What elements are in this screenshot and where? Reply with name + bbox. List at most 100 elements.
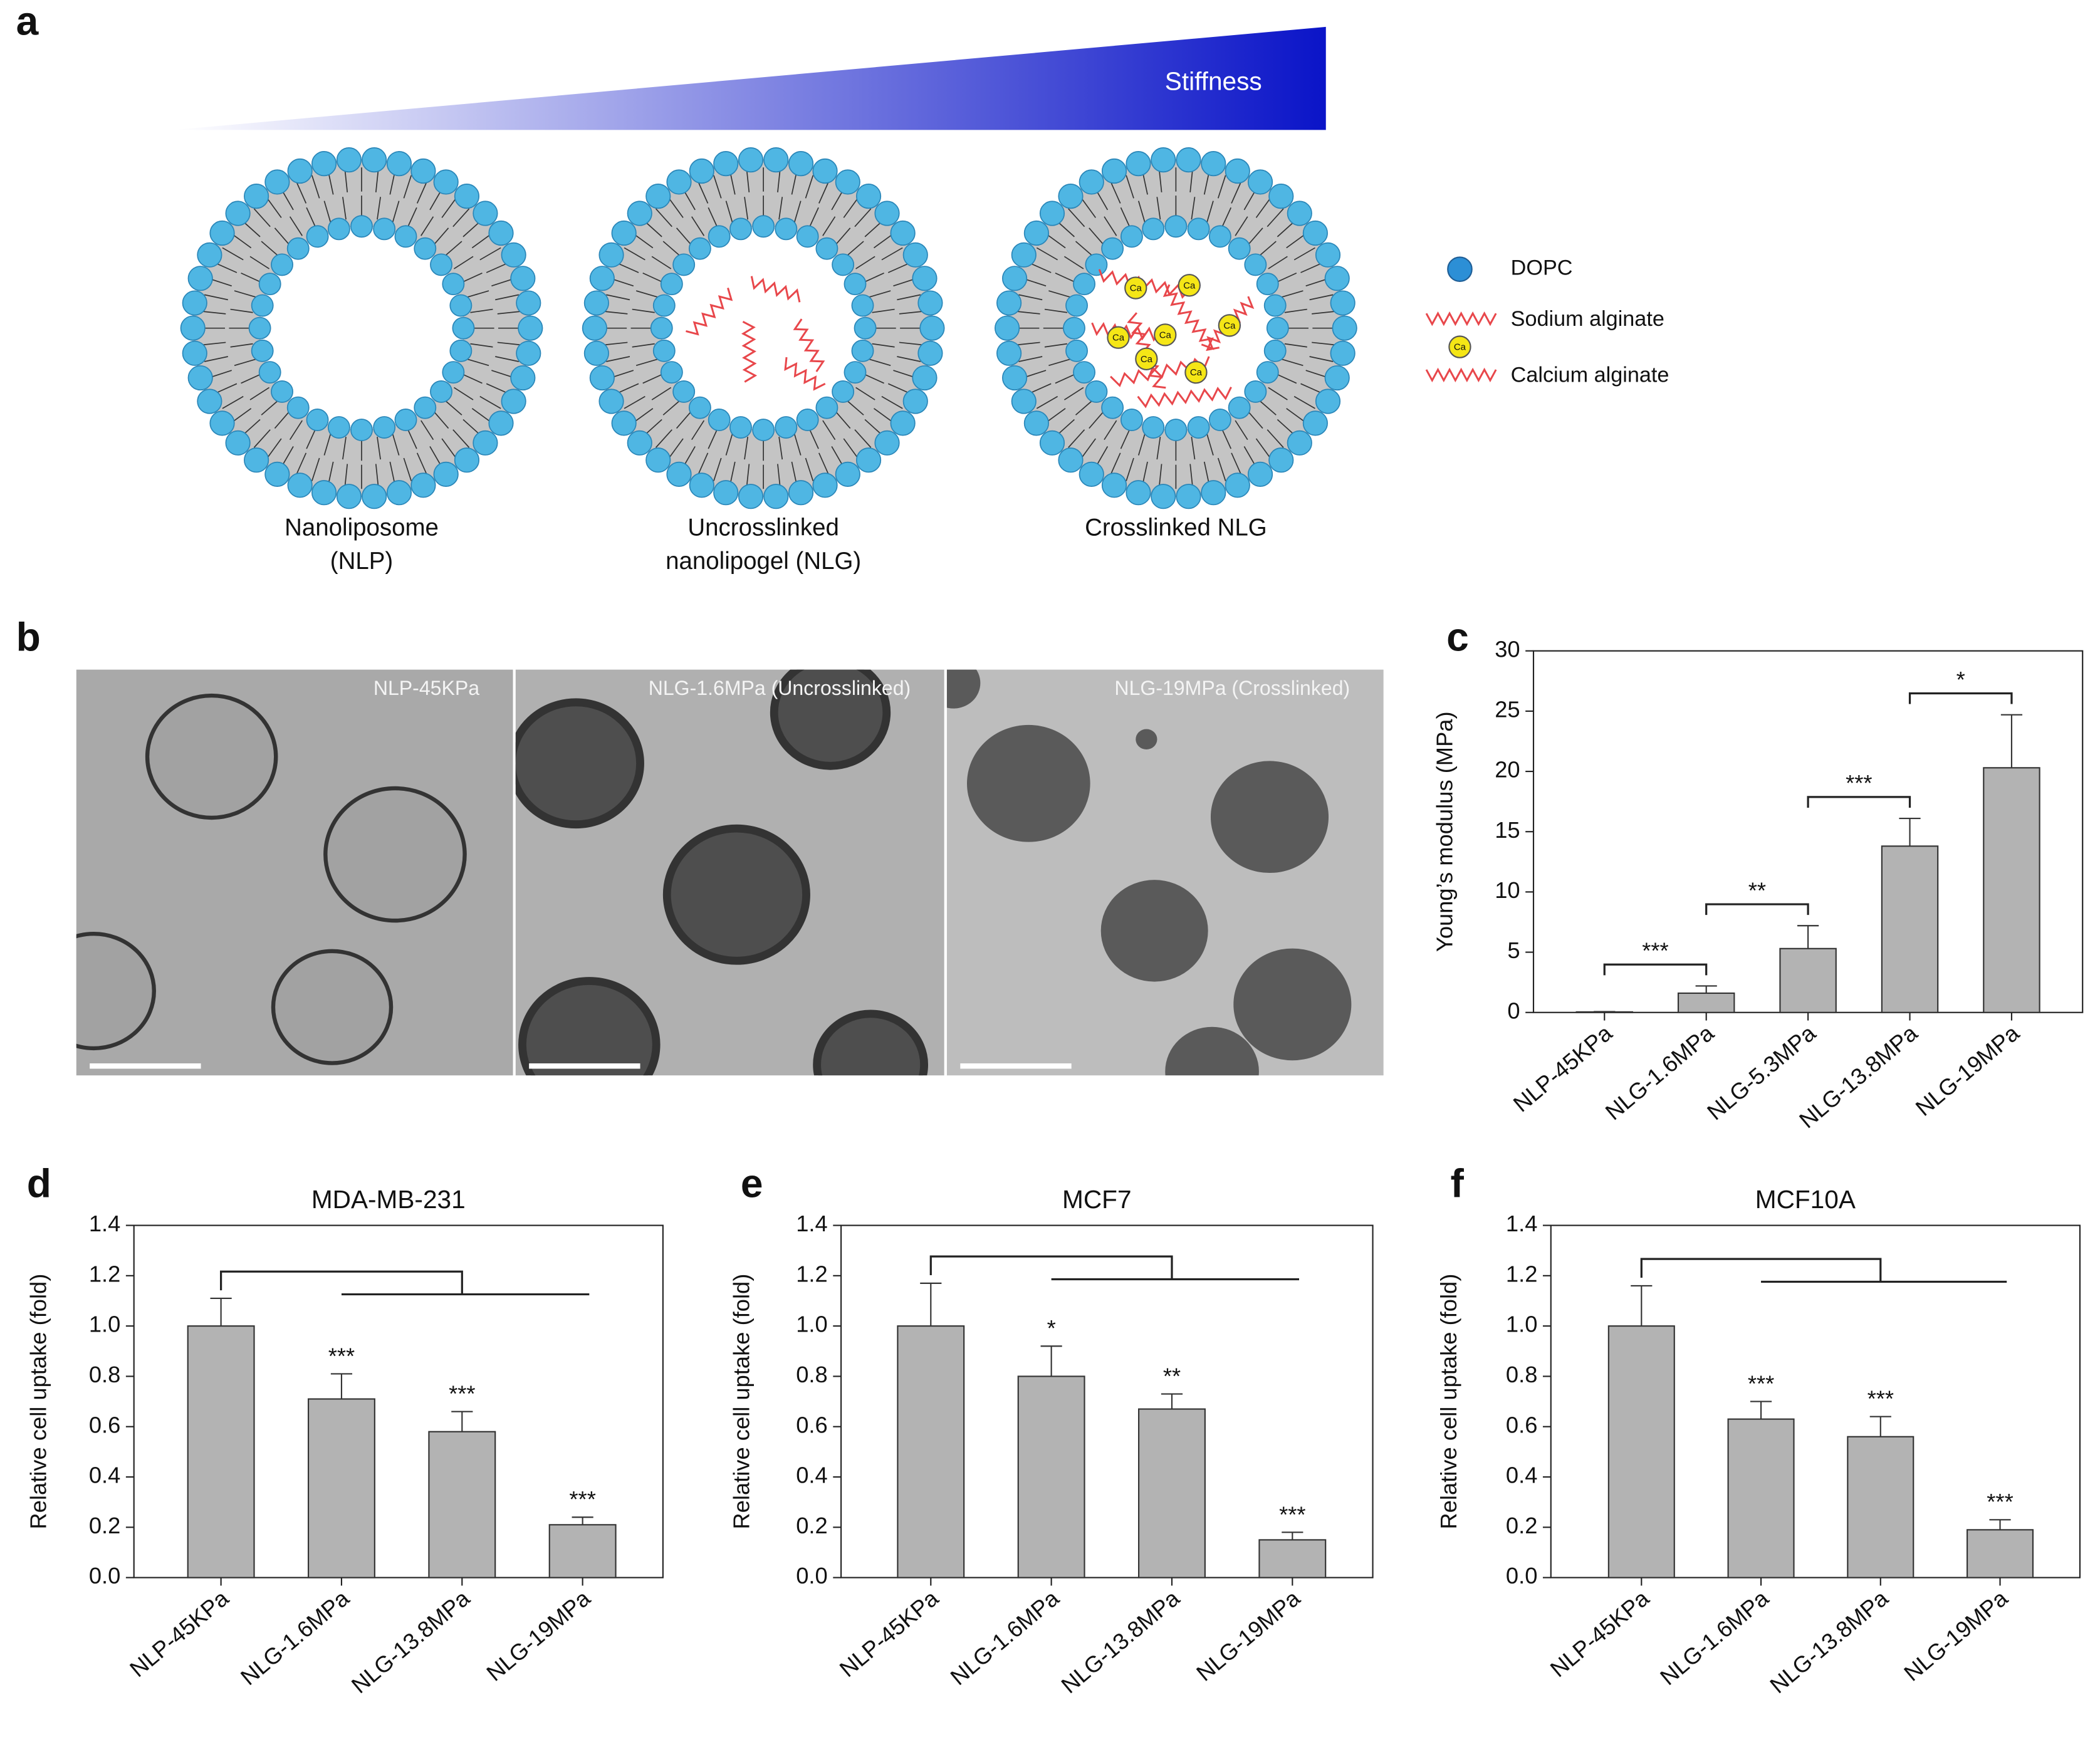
comparison-label: ** [1748,877,1766,903]
y-axis-label: Young’s modulus (MPa) [1432,711,1458,952]
x-tick-label: NLP-45KPa [835,1585,944,1682]
lipid-head [582,315,607,341]
alginate [793,318,825,372]
lipid-head [835,169,860,195]
alginate [750,276,801,303]
lipid-tail [697,181,709,204]
lipid-tail [466,290,489,298]
lipid-tail [461,273,483,283]
lipid-tail [633,408,654,424]
bar [428,1431,496,1578]
particle [1100,880,1208,982]
lipid-head [516,290,541,316]
calcium-ion [1154,323,1177,347]
lipid-tail [342,197,347,220]
lipid-tail [1075,399,1094,415]
lipid-head [1151,147,1176,173]
lipid-head [271,380,293,403]
lipid-head [652,339,676,362]
lipid-tail [1286,408,1307,424]
lipid-tail [261,241,279,257]
lipid-tail [1158,464,1162,488]
lipid-tail [1309,294,1334,301]
lipid-tail [1120,207,1131,229]
lipid-tail [1018,356,1043,362]
calcium-ion [1218,314,1241,337]
lipid-head [1228,396,1251,419]
lipid-tail [655,208,672,227]
lipid-tail [234,290,257,298]
core [1074,226,1278,430]
lipid-head [919,315,945,341]
lipid-tail [1293,395,1315,409]
lipid-head [362,484,387,509]
lipid-tail [881,395,903,409]
lipid-head [645,447,671,473]
lipid-tail [1191,197,1196,220]
error-bar [1899,818,1921,847]
y-tick-label: 1.2 [89,1261,121,1286]
lipid-tail [603,311,628,315]
lipid-head [752,419,775,442]
particle [76,932,156,1051]
bar [1966,1529,2034,1578]
lipid-tail [632,308,655,313]
micrograph: NLG-19MPa (Crosslinked) [946,669,1384,1076]
lipid-tail [1036,247,1058,261]
lipid-tail [1137,433,1146,456]
comparison-bracket [1908,692,2013,704]
lipid-tail [872,343,895,348]
lipid-tail [1247,410,1263,429]
lipid-tail [744,197,749,220]
y-tick-label: 0.4 [796,1463,828,1488]
lipid-head [449,294,473,317]
lipid-tail [713,175,722,199]
lipid-tail [1016,342,1040,346]
error-bar [572,1516,593,1525]
lipid-tail [1045,233,1066,249]
lipid-head [1302,220,1328,246]
lipid-tail [1217,175,1226,199]
lipid-tail [1258,241,1277,257]
lipid-tail [342,437,347,460]
lipid-head [311,480,337,506]
lipid-tail [793,433,802,456]
lipid-head [1120,409,1143,431]
lipid-head [488,220,514,246]
lipid-head [738,147,764,173]
lipid-tail [204,294,228,301]
lipid-head [473,430,498,456]
lipid-tail [1221,207,1232,229]
lipid-tail [778,197,783,220]
lipid-head [518,315,543,341]
lipid-head [1256,273,1279,296]
bar [1607,1325,1675,1578]
lipid-head [197,242,222,268]
lipid-head [589,266,615,291]
lipid-tail [471,233,492,249]
lipid-tail [863,373,884,384]
lipid-head [271,253,293,276]
lipid-head [660,361,683,384]
y-tick-label: 0.4 [89,1463,121,1488]
lipid-tail [805,457,814,481]
lipid-head [1187,416,1210,439]
lipid-tail [214,383,238,394]
lipid-head [1201,480,1226,506]
lipid-tail [497,311,522,315]
lipid-tail [295,181,307,204]
particle [770,669,891,770]
ion-label: Ca [1159,330,1172,340]
lipid-head [336,147,362,173]
lipid-tail [453,387,474,400]
lipid-head [1058,447,1084,473]
lipid-tail [869,358,891,367]
lipid-head [433,461,459,487]
lipid-tail [1281,358,1303,367]
lipid-head [1324,365,1350,391]
y-tick-label: 1.2 [1506,1261,1538,1286]
gradient-label: Stiffness [1165,66,1262,95]
lipid-tail [1080,197,1096,218]
lipid-tail [470,343,493,348]
ion-label: Ca [1190,367,1203,378]
